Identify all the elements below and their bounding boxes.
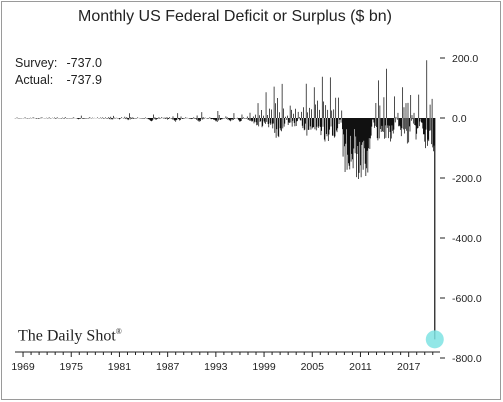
x-tick-label: 1999 xyxy=(252,361,276,373)
x-tick-label: 2005 xyxy=(301,361,325,373)
y-tick-label: -400.0 xyxy=(452,233,482,245)
series-bars xyxy=(14,60,435,180)
x-tick-label: 2017 xyxy=(397,361,421,373)
y-tick-label: -600.0 xyxy=(452,293,482,305)
y-tick-label: 200.0 xyxy=(452,53,478,65)
brand-mark: ® xyxy=(115,327,122,336)
actual-annotation: Actual: -737.9 xyxy=(15,73,102,87)
survey-annotation: Survey: -737.0 xyxy=(15,56,102,70)
chart-title: Monthly US Federal Deficit or Surplus ($… xyxy=(78,8,392,25)
survey-value: -737.0 xyxy=(66,56,102,70)
y-tick-label: -200.0 xyxy=(452,173,482,185)
x-tick-label: 1987 xyxy=(156,361,180,373)
x-tick-label: 2011 xyxy=(349,361,372,373)
actual-label: Actual: xyxy=(15,73,54,87)
y-tick-label: -800.0 xyxy=(452,353,482,365)
x-tick-label: 1981 xyxy=(108,361,132,373)
brand-logo: The Daily Shot® xyxy=(18,327,122,345)
actual-value: -737.9 xyxy=(66,73,102,87)
brand-name: The Daily Shot xyxy=(18,327,116,345)
x-tick-label: 1969 xyxy=(11,361,35,373)
x-tick-label: 1993 xyxy=(204,361,228,373)
survey-label: Survey: xyxy=(15,56,58,70)
latest-value-marker xyxy=(425,330,444,349)
y-tick-label: 0.0 xyxy=(452,113,467,125)
x-tick-label: 1975 xyxy=(60,361,84,373)
